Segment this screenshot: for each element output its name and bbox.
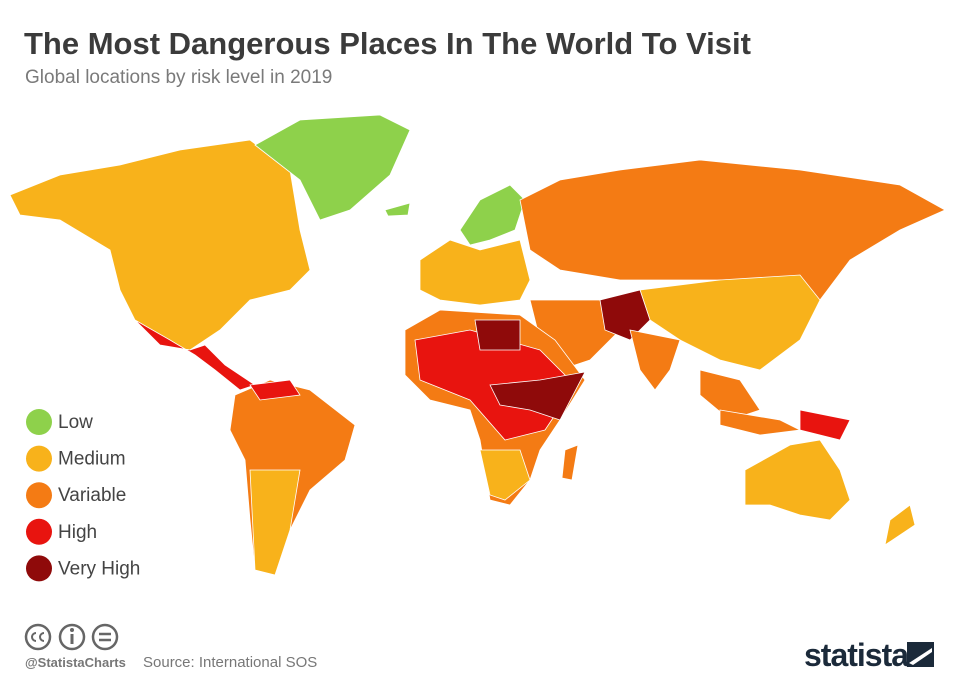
legend-label: Very High	[58, 558, 140, 579]
southern-africa	[479, 449, 531, 501]
somalia-sudan	[489, 371, 586, 421]
legend: Low Medium Variable High Very High	[26, 409, 140, 582]
license-icons	[24, 623, 119, 651]
new-zealand	[884, 504, 916, 546]
legend-swatch	[26, 555, 52, 582]
madagascar	[561, 444, 579, 481]
libya	[474, 319, 521, 351]
india	[629, 329, 681, 391]
australia	[744, 439, 851, 521]
world-map	[9, 114, 946, 576]
indonesia	[719, 409, 802, 436]
legend-swatch	[26, 445, 52, 472]
subtitle: Global locations by risk level in 2019	[25, 67, 332, 88]
legend-label: High	[58, 522, 97, 543]
scandinavia	[459, 184, 526, 246]
east-asia	[639, 274, 821, 371]
afghanistan-pakistan	[599, 289, 651, 341]
title: The Most Dangerous Places In The World T…	[24, 26, 751, 61]
greenland	[254, 114, 411, 221]
southern-cone	[249, 469, 301, 576]
north-america	[9, 139, 311, 351]
iceland	[384, 202, 411, 217]
papua	[799, 409, 851, 441]
social-handle: @StatistaCharts	[25, 655, 126, 670]
legend-label: Variable	[58, 485, 126, 506]
legend-label: Low	[58, 412, 93, 433]
legend-swatch	[26, 482, 52, 509]
legend-label: Medium	[58, 449, 126, 470]
russia	[519, 159, 946, 301]
legend-swatch	[26, 518, 52, 545]
brand-icon	[907, 642, 934, 667]
europe	[419, 239, 531, 306]
legend-swatch	[26, 409, 52, 435]
venezuela	[249, 379, 301, 401]
brand-logo: statista	[804, 637, 909, 673]
source: Source: International SOS	[143, 654, 317, 671]
